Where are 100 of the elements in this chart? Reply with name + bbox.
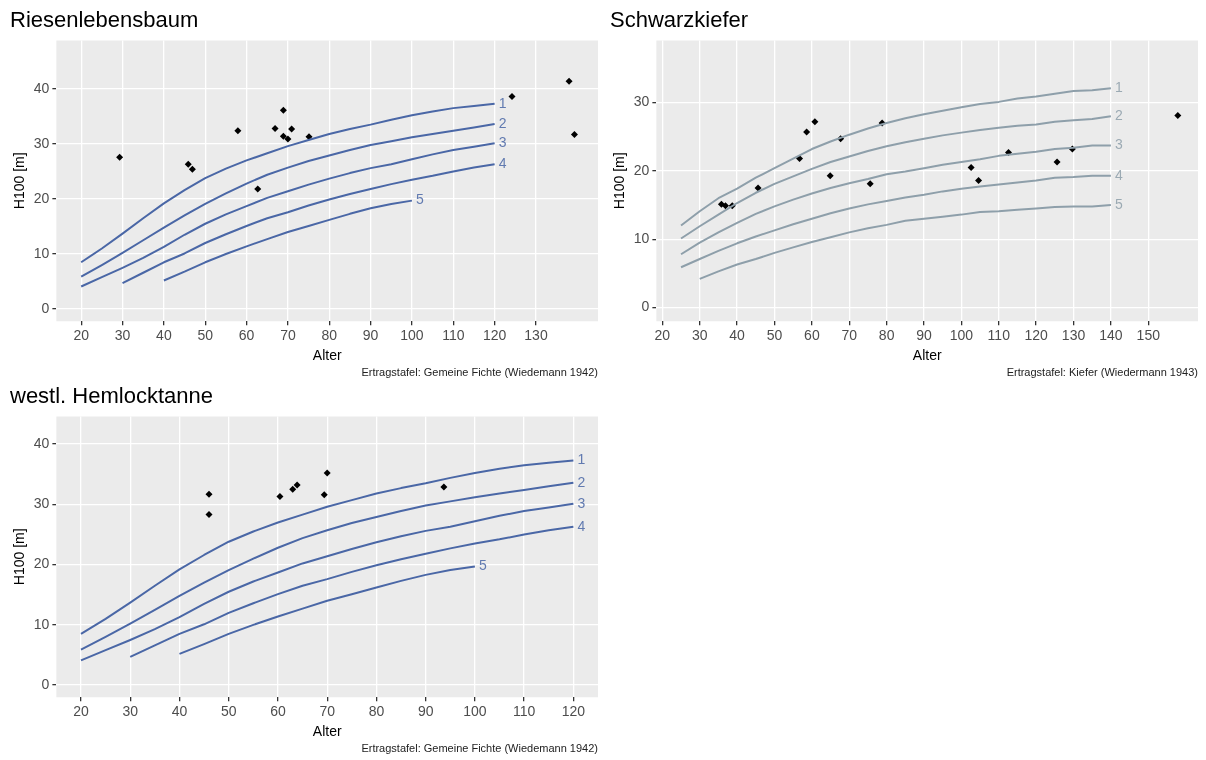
- x-tick-label: 130: [524, 327, 548, 344]
- point: [796, 155, 804, 163]
- x-tick-label: 120: [482, 327, 507, 344]
- y-tick-label: 40: [33, 79, 50, 96]
- x-tick-label: 80: [321, 327, 338, 344]
- y-tick-label: 0: [41, 676, 50, 693]
- point: [811, 118, 819, 126]
- x-tick-label: 70: [280, 327, 296, 344]
- series-label: 3: [577, 494, 586, 511]
- y-tick-label: 40: [33, 434, 50, 451]
- x-tick-label: 80: [878, 327, 895, 344]
- point: [570, 131, 578, 139]
- point: [975, 176, 983, 184]
- x-tick-label: 120: [1024, 327, 1049, 344]
- point: [254, 185, 262, 193]
- x-tick-label: 60: [238, 327, 255, 344]
- point: [722, 202, 730, 210]
- point: [1053, 158, 1061, 166]
- x-tick-label: 40: [729, 327, 746, 344]
- series-label: 4: [577, 517, 586, 534]
- y-tick-label: 10: [33, 615, 50, 632]
- x-tick-label: 110: [512, 703, 536, 720]
- x-tick-label: 30: [691, 327, 708, 344]
- point: [754, 184, 762, 192]
- x-tick-label: 140: [1099, 327, 1123, 344]
- series-label: 3: [498, 134, 507, 151]
- y-tick-label: 30: [633, 93, 650, 110]
- series-label: 5: [415, 191, 424, 208]
- point: [205, 490, 213, 498]
- y-axis-title: H100 [m]: [11, 152, 28, 210]
- series-label: 1: [577, 451, 586, 468]
- point: [320, 491, 328, 499]
- x-tick-label: 90: [417, 703, 434, 720]
- point: [508, 93, 516, 101]
- x-tick-label: 20: [654, 327, 671, 344]
- x-tick-label: 60: [270, 703, 286, 720]
- x-tick-label: 50: [197, 327, 214, 344]
- y-tick-label: 20: [33, 555, 50, 572]
- x-axis-title: Alter: [312, 347, 342, 364]
- point: [116, 153, 124, 161]
- series-label: 2: [1114, 107, 1123, 124]
- chart-title: Schwarzkiefer: [610, 7, 749, 33]
- point: [288, 125, 296, 133]
- x-tick-label: 40: [156, 327, 172, 344]
- x-tick-label: 50: [766, 327, 783, 344]
- point: [967, 163, 975, 171]
- series-label: 1: [1114, 79, 1123, 96]
- x-tick-label: 30: [122, 703, 139, 720]
- point: [279, 132, 287, 140]
- x-tick-label: 110: [987, 327, 1011, 344]
- y-tick-label: 20: [33, 189, 50, 206]
- x-tick-label: 100: [949, 327, 974, 344]
- x-tick-label: 60: [804, 327, 820, 344]
- y-axis-title: H100 [m]: [11, 528, 28, 586]
- point: [284, 135, 292, 143]
- point: [803, 128, 811, 136]
- point: [293, 481, 301, 489]
- chart-title: westl. Hemlocktanne: [9, 383, 213, 409]
- y-tick-label: 0: [41, 299, 50, 316]
- x-tick-label: 100: [463, 703, 487, 720]
- y-tick-label: 30: [33, 495, 50, 512]
- x-tick-label: 70: [319, 703, 336, 720]
- point: [271, 124, 279, 132]
- x-tick-label: 150: [1136, 327, 1161, 344]
- x-tick-label: 100: [400, 327, 424, 344]
- y-tick-label: 0: [641, 298, 650, 315]
- y-tick-label: 10: [633, 230, 650, 247]
- point: [279, 106, 287, 114]
- series-label: 5: [1114, 195, 1123, 212]
- series-label: 4: [1114, 166, 1123, 183]
- x-tick-label: 40: [171, 703, 188, 720]
- point: [826, 172, 834, 180]
- point: [289, 485, 297, 493]
- point: [323, 469, 331, 477]
- point: [866, 180, 874, 188]
- point: [565, 77, 573, 85]
- x-tick-label: 20: [73, 327, 90, 344]
- point: [184, 160, 192, 168]
- chart-title: Riesenlebensbaum: [10, 7, 199, 33]
- x-tick-label: 30: [114, 327, 131, 344]
- text: Ertragstafel: Gemeine Fichte (Wiedemann 1942): [361, 366, 598, 379]
- x-axis-title: Alter: [912, 347, 942, 364]
- x-tick-label: 130: [1061, 327, 1086, 344]
- x-tick-label: 110: [442, 327, 465, 344]
- point: [205, 511, 213, 519]
- x-axis-title: Alter: [312, 723, 342, 740]
- series-label: 2: [577, 473, 586, 490]
- x-tick-label: 50: [220, 703, 237, 720]
- point: [440, 483, 448, 491]
- x-tick-label: 120: [561, 703, 586, 720]
- point: [276, 493, 284, 501]
- x-tick-label: 80: [368, 703, 385, 720]
- x-tick-label: 20: [73, 703, 89, 720]
- point: [234, 127, 242, 135]
- y-tick-label: 20: [633, 161, 650, 178]
- x-tick-label: 90: [362, 327, 379, 344]
- x-tick-label: 90: [916, 327, 933, 344]
- series-label: 5: [478, 557, 487, 574]
- y-axis-title: H100 [m]: [611, 152, 628, 210]
- y-tick-label: 30: [33, 134, 50, 151]
